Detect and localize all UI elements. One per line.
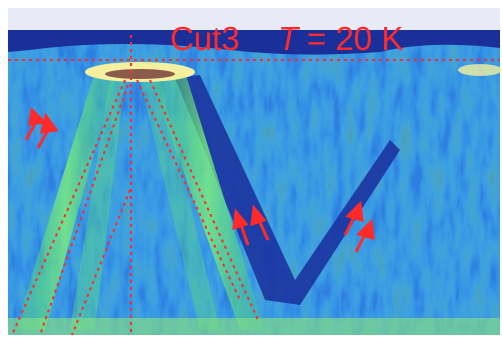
bottom-band — [8, 318, 500, 335]
arrows — [24, 106, 375, 253]
band — [15, 72, 115, 330]
cut-label: Cut3 — [170, 20, 240, 57]
valley — [175, 75, 400, 305]
band — [70, 78, 125, 330]
noise — [8, 8, 500, 335]
temperature-symbol: T — [278, 20, 301, 57]
temperature-value: = 20 K — [307, 20, 403, 57]
band — [150, 72, 265, 330]
band — [140, 78, 220, 330]
top-spot — [458, 64, 502, 76]
guides — [8, 35, 500, 336]
top-edge — [8, 8, 500, 30]
top-spot — [105, 69, 175, 79]
